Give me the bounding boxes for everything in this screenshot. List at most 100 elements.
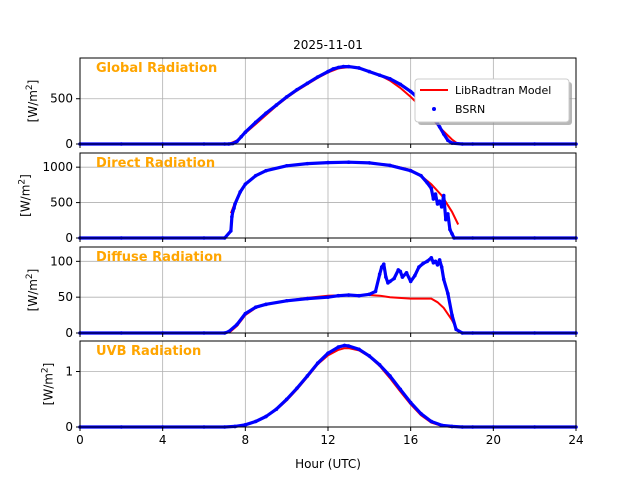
data-point-bsrn xyxy=(441,277,446,282)
data-point-bsrn xyxy=(367,161,372,165)
data-point-bsrn xyxy=(384,275,388,279)
panel-2: 0 50 100 Diffuse Radiation [W/m2] xyxy=(25,246,578,340)
data-point-bsrn xyxy=(229,229,233,233)
x-axis-label: Hour (UTC) xyxy=(295,457,361,471)
x-tick-label: 12 xyxy=(320,433,335,447)
data-point-bsrn xyxy=(431,197,436,201)
data-point-bsrn xyxy=(305,374,310,378)
data-point-bsrn xyxy=(243,130,248,135)
data-point-bsrn xyxy=(331,67,335,71)
data-point-bsrn xyxy=(264,302,268,307)
data-point-bsrn xyxy=(346,293,351,297)
data-point-bsrn xyxy=(400,275,405,279)
x-tick-label: 0 xyxy=(76,433,84,447)
data-point-bsrn xyxy=(419,411,423,416)
data-point-bsrn xyxy=(232,206,236,211)
data-point-bsrn xyxy=(346,344,351,348)
data-point-bsrn xyxy=(382,262,386,267)
y-tick-label: 50 xyxy=(58,290,73,304)
data-point-bsrn xyxy=(419,173,423,178)
data-point-bsrn xyxy=(367,69,372,74)
data-point-bsrn xyxy=(357,66,361,70)
y-tick-label: 1 xyxy=(65,365,73,379)
data-point-bsrn xyxy=(437,199,442,203)
data-point-bsrn xyxy=(408,168,413,173)
data-point-bsrn xyxy=(315,361,320,365)
y-axis-label: [W/m2] xyxy=(25,269,40,312)
data-point-bsrn xyxy=(341,64,346,69)
data-point-bsrn xyxy=(398,82,403,87)
data-point-bsrn xyxy=(379,265,384,269)
data-point-bsrn xyxy=(437,125,442,129)
data-point-bsrn xyxy=(367,292,372,297)
data-point-bsrn xyxy=(435,202,440,206)
data-point-bsrn xyxy=(367,354,372,358)
data-point-bsrn xyxy=(253,120,258,125)
data-point-bsrn xyxy=(388,374,392,378)
panel-title: UVB Radiation xyxy=(96,344,201,359)
data-point-bsrn xyxy=(243,311,248,316)
y-axis-label: [W/m2] xyxy=(18,174,33,217)
x-tick-label: 4 xyxy=(159,433,167,447)
data-point-bsrn xyxy=(377,363,382,367)
legend-frame xyxy=(414,78,570,123)
legend-model-label: LibRadtran Model xyxy=(455,84,551,97)
data-point-bsrn xyxy=(253,419,258,424)
data-point-bsrn xyxy=(439,205,444,209)
panel-3: 0 1 0 4 8 12 16 20 24 UVB Radiation [W/m2] xyxy=(40,340,584,447)
legend-obs-swatch xyxy=(432,107,436,111)
y-tick-label: 500 xyxy=(50,196,73,210)
y-tick-label: 100 xyxy=(50,254,73,268)
data-point-bsrn xyxy=(433,192,438,196)
data-point-bsrn xyxy=(446,138,450,143)
data-point-bsrn xyxy=(305,296,310,301)
data-point-bsrn xyxy=(336,345,341,349)
data-point-bsrn xyxy=(235,322,239,327)
data-point-bsrn xyxy=(284,397,289,402)
data-point-bsrn xyxy=(357,347,361,352)
x-tick-label: 20 xyxy=(486,433,501,447)
data-point-bsrn xyxy=(274,407,279,412)
data-point-bsrn xyxy=(450,424,454,429)
data-point-bsrn xyxy=(408,89,413,94)
data-point-bsrn xyxy=(404,271,409,275)
data-point-bsrn xyxy=(284,95,289,99)
data-point-bsrn xyxy=(388,279,392,284)
data-point-bsrn xyxy=(253,173,258,178)
data-point-bsrn xyxy=(346,64,351,69)
data-point-bsrn xyxy=(336,293,341,298)
data-point-bsrn xyxy=(429,419,434,424)
y-tick-label: 0 xyxy=(65,137,73,151)
y-tick-label: 0 xyxy=(65,326,73,340)
x-tick-label: 16 xyxy=(403,433,418,447)
data-point-bsrn xyxy=(346,160,351,165)
data-point-bsrn xyxy=(444,217,448,222)
data-point-bsrn xyxy=(342,343,347,348)
data-point-bsrn xyxy=(377,272,382,277)
data-point-bsrn xyxy=(425,259,430,264)
data-point-bsrn xyxy=(398,387,403,392)
data-point-bsrn xyxy=(227,329,231,334)
data-point-bsrn xyxy=(408,279,413,284)
data-point-bsrn xyxy=(295,87,299,92)
data-point-bsrn xyxy=(315,75,320,79)
panel-title: Diffuse Radiation xyxy=(96,250,222,265)
data-point-bsrn xyxy=(326,160,330,165)
panel-title: Direct Radiation xyxy=(96,156,215,171)
data-point-bsrn xyxy=(429,186,434,191)
y-axis-label: [W/m2] xyxy=(25,80,40,123)
data-point-bsrn xyxy=(230,214,234,219)
data-point-bsrn xyxy=(433,259,438,264)
data-point-bsrn xyxy=(446,212,450,216)
data-point-bsrn xyxy=(253,305,258,310)
legend-obs-label: BSRN xyxy=(455,103,485,116)
figure-title: 2025-11-01 xyxy=(293,38,363,52)
data-point-bsrn xyxy=(417,265,421,269)
data-point-bsrn xyxy=(408,400,413,405)
data-point-bsrn xyxy=(435,263,440,267)
data-point-bsrn xyxy=(264,111,268,116)
data-point-bsrn xyxy=(439,423,444,428)
data-point-bsrn xyxy=(326,351,330,356)
